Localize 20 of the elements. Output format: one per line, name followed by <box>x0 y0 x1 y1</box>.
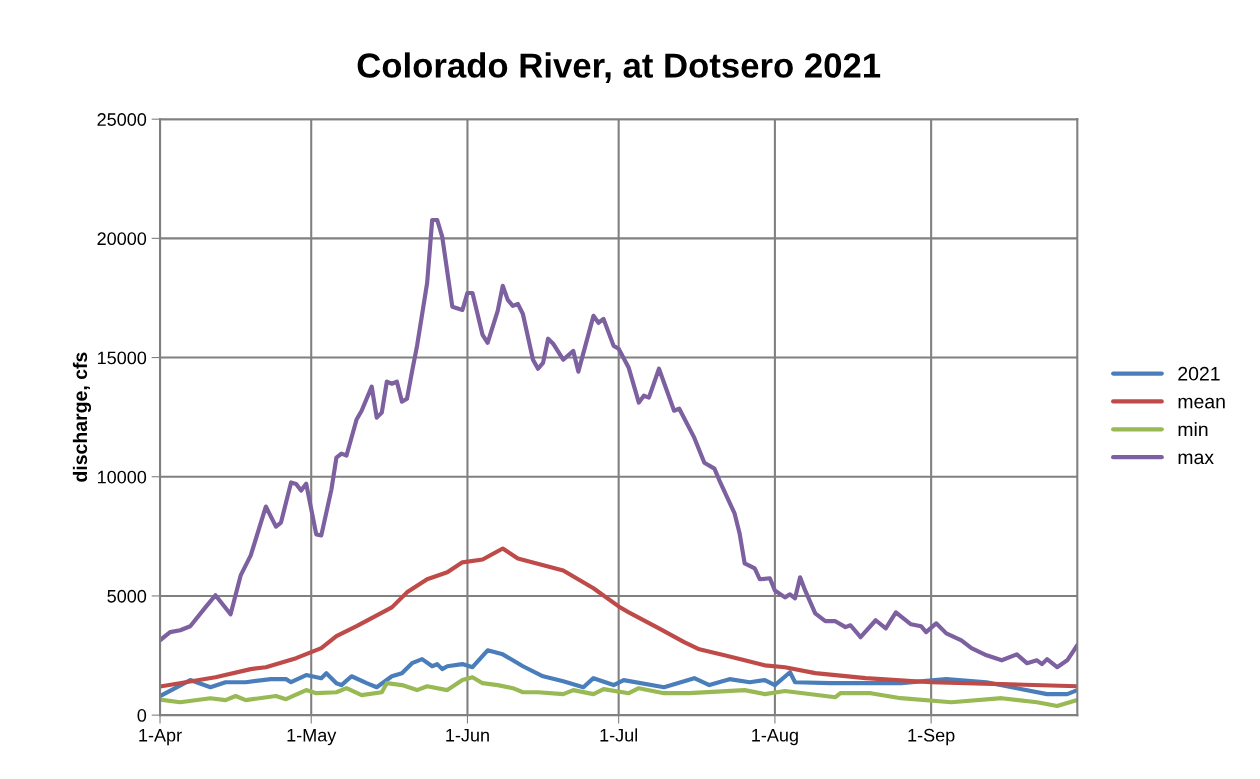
line-series <box>160 648 1078 699</box>
y-tick-label: 0 <box>137 709 147 722</box>
y-tick-label: 5000 <box>107 589 147 603</box>
x-tick-label: 1-Sep <box>908 728 955 746</box>
x-tick-label: 1-Aug <box>752 728 798 746</box>
legend-label: max <box>1178 453 1214 465</box>
y-tick-label: 15000 <box>98 351 147 365</box>
x-tick-label: 1-Jun <box>446 728 489 742</box>
x-tick-label: 1-Jul <box>600 728 638 742</box>
x-tick-label: 1-Apr <box>139 728 182 746</box>
x-tick-label: 1-May <box>287 728 337 746</box>
legend-label: 2021 <box>1178 366 1220 381</box>
legend-label: mean <box>1178 397 1225 409</box>
y-tick-label: 10000 <box>98 470 147 484</box>
legend-label: min <box>1178 422 1208 437</box>
chart-title: Colorado River, at Dotsero 2021 <box>357 52 881 83</box>
y-axis-title: discharge, cfs <box>72 352 92 482</box>
y-tick-label: 25000 <box>97 113 147 126</box>
y-tick-label: 20000 <box>97 232 147 246</box>
line-series <box>160 675 1078 709</box>
